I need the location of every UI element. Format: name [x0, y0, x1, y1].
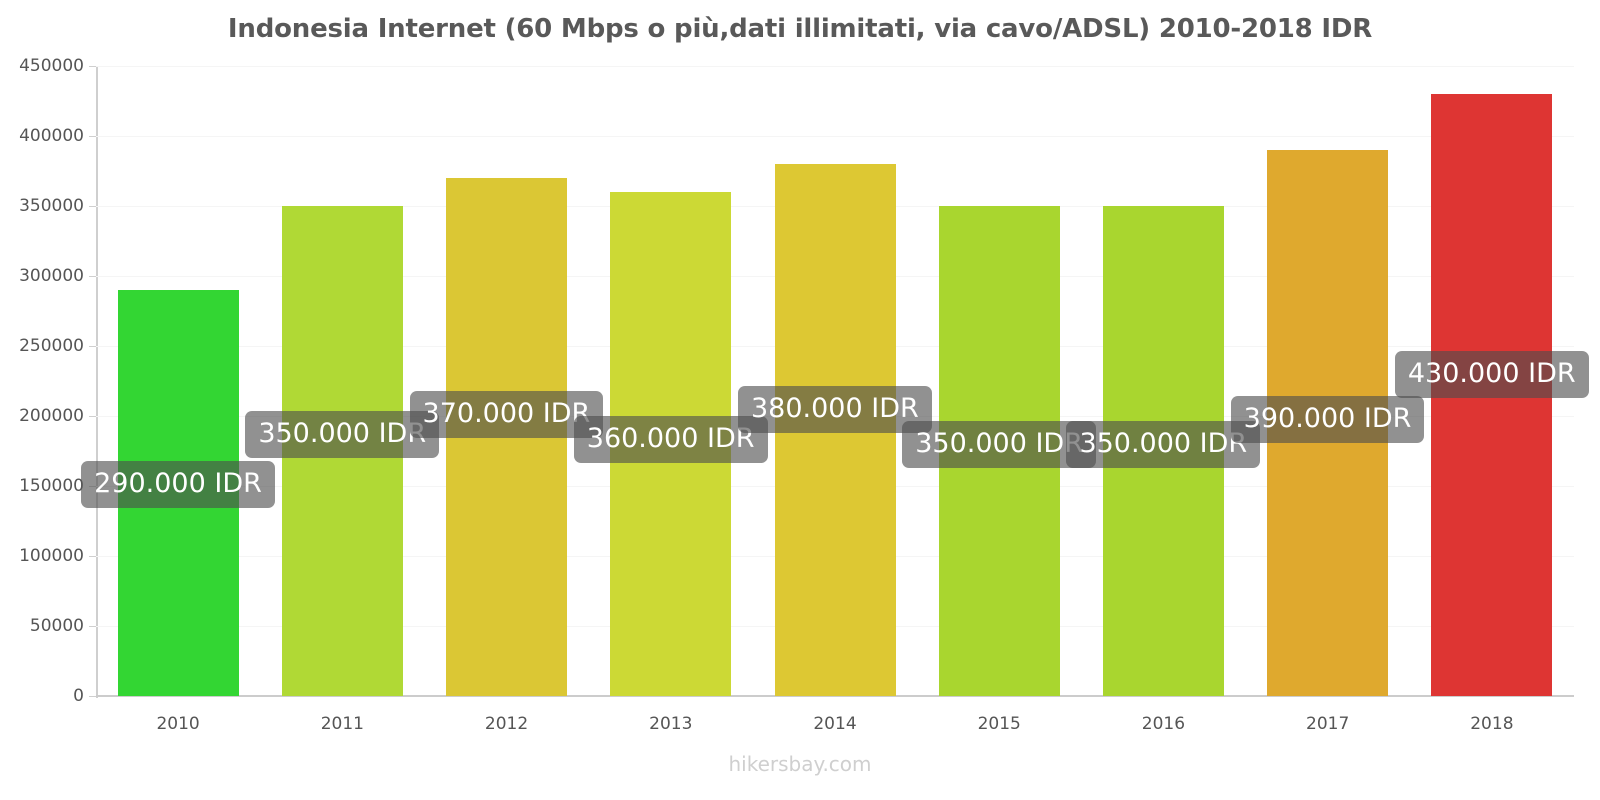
x-tick-label-2016: 2016: [1141, 714, 1186, 734]
x-tick-label-2011: 2011: [320, 714, 364, 734]
y-tick-mark: [89, 416, 96, 417]
gridline: [96, 66, 1574, 67]
y-tick-mark: [89, 276, 96, 277]
x-tick-label-2014: 2014: [813, 714, 857, 734]
y-tick-label: 0: [73, 686, 84, 706]
gridline: [96, 136, 1574, 137]
y-tick-mark: [89, 136, 96, 137]
value-label-2013: 360.000 IDR: [573, 416, 768, 463]
footer-credit: hikersbay.com: [728, 752, 872, 776]
gridline: [96, 695, 1574, 697]
y-tick-label: 300000: [19, 266, 84, 286]
x-tick-label-2015: 2015: [977, 714, 1021, 734]
x-tick-label-2017: 2017: [1306, 714, 1350, 734]
y-tick-mark: [89, 66, 96, 67]
value-label-2017: 390.000 IDR: [1230, 396, 1425, 443]
value-label-2014: 380.000 IDR: [738, 386, 932, 433]
y-tick-label: 200000: [19, 406, 84, 426]
y-tick-label: 100000: [19, 546, 84, 566]
value-label-2016: 350.000 IDR: [1066, 421, 1261, 468]
y-tick-mark: [89, 696, 96, 697]
y-tick-label: 350000: [19, 196, 84, 216]
y-tick-label: 250000: [19, 336, 84, 356]
y-tick-label: 400000: [19, 126, 84, 146]
y-tick-mark: [89, 206, 96, 207]
chart-title: Indonesia Internet (60 Mbps o più,dati i…: [227, 14, 1373, 44]
y-tick-mark: [89, 346, 96, 347]
plot-area: 290.000 IDR 350.000 IDR 370.000 IDR 360.000…: [81, 66, 1589, 697]
y-tick-mark: [89, 626, 96, 627]
x-tick-label-2012: 2012: [484, 714, 529, 734]
x-tick-label-2013: 2013: [649, 714, 693, 734]
y-axis-line: [96, 66, 98, 698]
value-label-2018: 430.000 IDR: [1394, 351, 1589, 398]
y-tick-label: 50000: [29, 616, 84, 636]
value-label-2011: 350.000 IDR: [245, 411, 440, 458]
value-label-2012: 370.000 IDR: [409, 391, 604, 438]
x-tick-label-2018: 2018: [1470, 714, 1514, 734]
x-tick-label-2010: 2010: [156, 714, 200, 734]
value-label-2015: 350.000 IDR: [902, 421, 1096, 468]
y-tick-label: 150000: [19, 476, 84, 496]
value-label-2010: 290.000 IDR: [81, 461, 275, 508]
y-tick-label: 450000: [19, 56, 84, 76]
y-tick-mark: [89, 556, 96, 557]
